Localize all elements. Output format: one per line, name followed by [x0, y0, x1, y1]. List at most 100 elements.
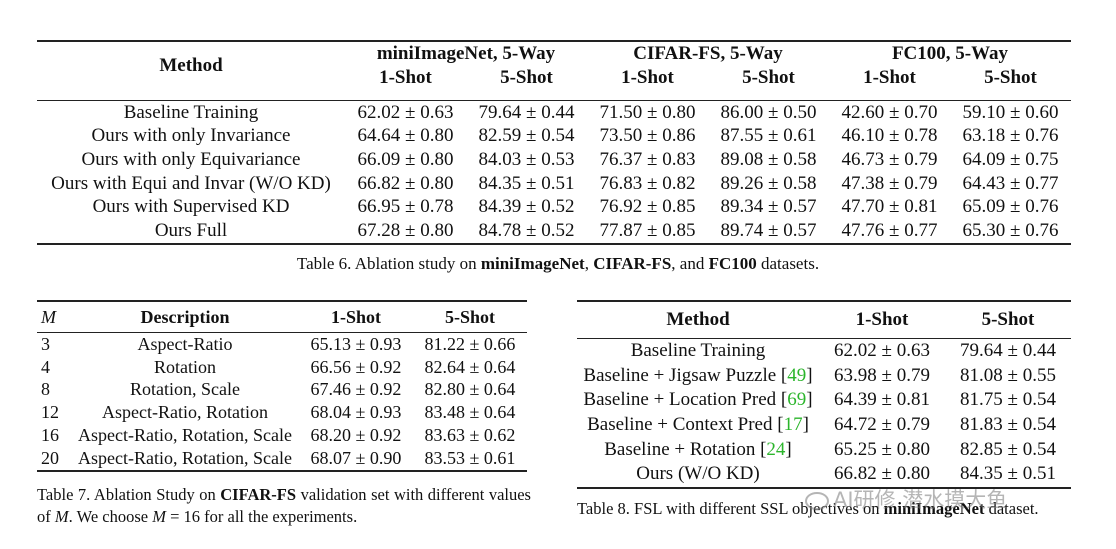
shot-header: 5-Shot [444, 306, 495, 327]
wechat-icon [805, 492, 829, 510]
method-cell: Ours (W/O KD) [577, 462, 819, 488]
method-cell: Baseline + Rotation [24] [577, 437, 819, 462]
method-cell: Ours with Equi and Invar (W/O KD) [51, 172, 331, 194]
value-cell: 64.43 ± 0.77 [962, 172, 1059, 194]
value-cell: 79.64 ± 0.44 [478, 101, 575, 123]
watermark: AI研修 潜水摸大鱼 [805, 484, 1007, 514]
method-label: Baseline + Rotation [604, 438, 761, 460]
value-cell: 81.83 ± 0.54 [960, 414, 1056, 436]
method-cell: Ours with Supervised KD [92, 196, 290, 218]
value-cell: 83.53 ± 0.61 [424, 447, 516, 468]
citation-bracket: ] [785, 438, 792, 460]
value-cell: 83.63 ± 0.62 [424, 425, 516, 446]
method-label: Ours (W/O KD) [636, 463, 760, 485]
value-cell: 68.04 ± 0.93 [310, 402, 402, 423]
group-header: CIFAR-FS, 5-Way [633, 43, 783, 64]
m-cell: 20 [41, 447, 59, 468]
method-cell: Ours with only Invariance [91, 125, 291, 147]
method-header: Method [159, 55, 223, 76]
table-6: Method miniImageNet, 5-Way CIFAR-FS, 5-W… [37, 40, 1071, 245]
method-label: Baseline + Context Pred [587, 414, 778, 436]
m-cell: 8 [41, 379, 50, 400]
value-cell: 84.39 ± 0.52 [478, 196, 575, 218]
table-row: Baseline + Jigsaw Puzzle [49] 63.98 ± 0.7… [577, 364, 1071, 389]
method-cell: Ours Full [154, 219, 228, 241]
table-8-caption: Table 8. FSL with different SSL objectiv… [577, 499, 1039, 518]
method-label: Baseline + Location Pred [583, 389, 781, 411]
value-cell: 62.02 ± 0.63 [357, 101, 454, 123]
value-cell: 89.08 ± 0.58 [720, 148, 817, 170]
description-cell: Aspect-Ratio, Rotation [102, 402, 268, 423]
citation-bracket: ] [806, 389, 813, 411]
citation-bracket: [ [780, 389, 788, 411]
value-cell: 59.10 ± 0.60 [962, 101, 1059, 123]
value-cell: 82.59 ± 0.54 [478, 125, 575, 147]
table-row: Baseline Training 62.02 ± 0.63 79.64 ± 0.4… [577, 338, 1071, 364]
description-header: Description [140, 306, 230, 327]
value-cell: 66.95 ± 0.78 [357, 196, 454, 218]
value-cell: 84.78 ± 0.52 [478, 219, 575, 241]
shot-header: 5-Shot [500, 67, 553, 88]
value-cell: 81.22 ± 0.66 [424, 333, 516, 354]
value-cell: 66.09 ± 0.80 [357, 148, 454, 170]
shot-header: 5-Shot [981, 309, 1035, 330]
description-cell: Rotation, Scale [130, 379, 240, 400]
value-cell: 64.39 ± 0.81 [834, 389, 930, 411]
value-cell: 65.13 ± 0.93 [310, 333, 402, 354]
value-cell: 84.35 ± 0.51 [960, 463, 1056, 485]
table-row: 20 Aspect-Ratio, Rotation, Scale 68.07 ± 0… [37, 447, 527, 471]
method-label: Baseline Training [630, 340, 766, 362]
table-row: Baseline + Context Pred [17] 64.72 ± 0.79… [577, 413, 1071, 438]
citation-bracket: ] [806, 364, 813, 386]
value-cell: 76.37 ± 0.83 [599, 148, 696, 170]
value-cell: 82.64 ± 0.64 [424, 356, 516, 377]
value-cell: 47.70 ± 0.81 [841, 196, 938, 218]
table-row: Ours with Supervised KD 66.95 ± 0.78 84.39… [37, 195, 1071, 219]
table-row: Ours Full 67.28 ± 0.80 84.78 ± 0.52 77.87 ±… [37, 219, 1071, 244]
value-cell: 82.80 ± 0.64 [424, 379, 516, 400]
citation-bracket: [ [777, 414, 784, 436]
citation-link[interactable]: 69 [787, 389, 807, 411]
table-row: 12 Aspect-Ratio, Rotation 68.04 ± 0.93 83.4… [37, 401, 527, 424]
value-cell: 76.83 ± 0.82 [599, 172, 696, 194]
value-cell: 82.85 ± 0.54 [960, 438, 1056, 460]
table-6-caption: Table 6. Ablation study on miniImageNet,… [296, 254, 820, 273]
value-cell: 66.56 ± 0.92 [310, 356, 402, 377]
table-row: 16 Aspect-Ratio, Rotation, Scale 68.20 ± 0… [37, 424, 527, 447]
table-row: 8 Rotation, Scale 67.46 ± 0.92 82.80 ± 0.64 [37, 379, 527, 402]
table-row: Ours (W/O KD) 66.82 ± 0.80 84.35 ± 0.51 [577, 462, 1071, 488]
method-cell: Baseline Training [123, 101, 259, 123]
table-row: 4 Rotation 66.56 ± 0.92 82.64 ± 0.64 [37, 356, 527, 379]
value-cell: 67.28 ± 0.80 [357, 219, 454, 241]
m-cell: 12 [41, 402, 59, 423]
value-cell: 64.64 ± 0.80 [357, 125, 454, 147]
citation-bracket: ] [802, 414, 809, 436]
value-cell: 89.26 ± 0.58 [720, 172, 817, 194]
value-cell: 66.82 ± 0.80 [834, 463, 930, 485]
citation-link[interactable]: 24 [766, 438, 786, 460]
value-cell: 83.48 ± 0.64 [424, 402, 516, 423]
value-cell: 64.09 ± 0.75 [962, 148, 1059, 170]
value-cell: 89.74 ± 0.57 [720, 219, 817, 241]
value-cell: 79.64 ± 0.44 [960, 340, 1056, 362]
table-row: Ours with only Equivariance 66.09 ± 0.80 8… [37, 148, 1071, 172]
table-row: 3 Aspect-Ratio 65.13 ± 0.93 81.22 ± 0.66 [37, 332, 527, 356]
value-cell: 86.00 ± 0.50 [720, 101, 817, 123]
description-cell: Rotation [154, 356, 216, 377]
value-cell: 77.87 ± 0.85 [599, 219, 696, 241]
value-cell: 66.82 ± 0.80 [357, 172, 454, 194]
table-row: Baseline Training 62.02 ± 0.63 79.64 ± 0.4… [37, 100, 1071, 125]
citation-link[interactable]: 49 [787, 364, 807, 386]
value-cell: 81.08 ± 0.55 [960, 364, 1056, 386]
value-cell: 81.75 ± 0.54 [960, 389, 1056, 411]
value-cell: 46.10 ± 0.78 [841, 125, 938, 147]
shot-header: 1-Shot [855, 309, 909, 330]
method-cell: Baseline + Jigsaw Puzzle [49] [577, 364, 819, 389]
value-cell: 68.20 ± 0.92 [310, 425, 402, 446]
citation-link[interactable]: 17 [783, 414, 803, 436]
value-cell: 87.55 ± 0.61 [720, 125, 817, 147]
value-cell: 63.18 ± 0.76 [962, 125, 1059, 147]
value-cell: 71.50 ± 0.80 [599, 101, 696, 123]
description-cell: Aspect-Ratio [137, 333, 233, 354]
table-row: Baseline + Rotation [24] 65.25 ± 0.80 82.8… [577, 437, 1071, 462]
